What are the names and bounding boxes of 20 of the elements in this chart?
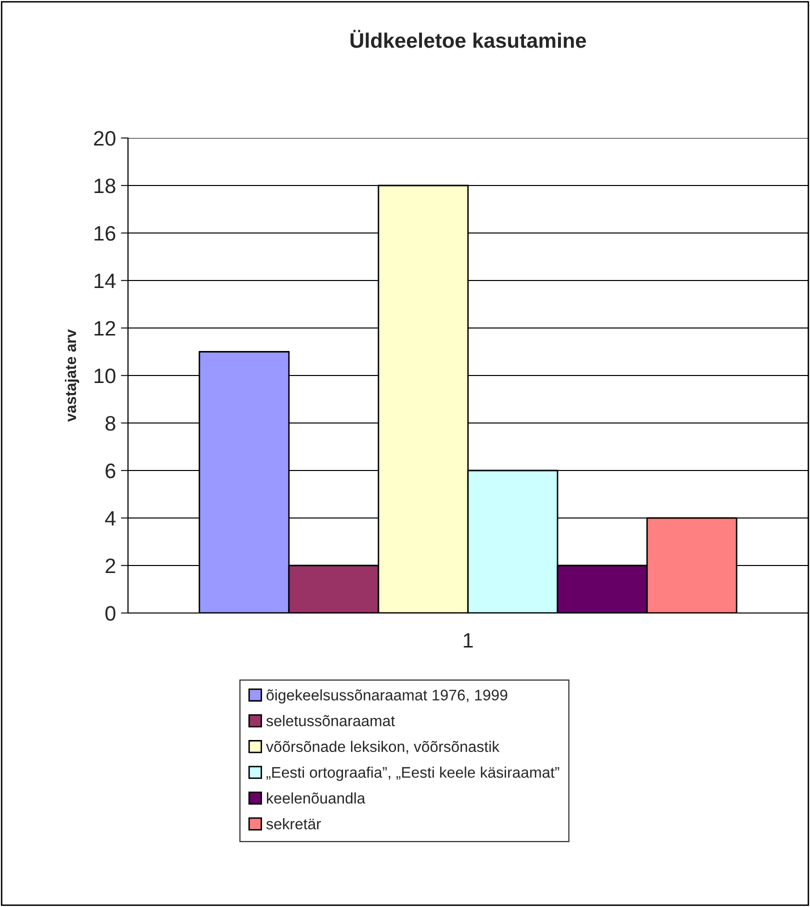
y-tick-label: 10	[94, 368, 116, 384]
chart-title: Üldkeeletoe kasutamine	[350, 30, 586, 48]
y-axis-title: vastajate arv	[64, 329, 80, 422]
legend-label: keelenõuandla	[266, 792, 366, 804]
y-tick-label: 8	[106, 416, 116, 431]
y-tick-label: 18	[94, 178, 116, 194]
y-tick-label: 20	[94, 131, 116, 146]
y-tick-label: 12	[94, 321, 116, 336]
legend-label: õigekeelsussõnaraamat 1976, 1999	[266, 689, 508, 704]
y-tick-label: 2	[106, 558, 116, 574]
x-tick-label: 1	[464, 633, 473, 648]
y-tick-label: 6	[106, 464, 116, 478]
y-tick-label: 14	[94, 274, 116, 288]
legend-label: „Eesti ortograafia”, „Eesti keele käsiraamat”	[266, 766, 560, 781]
legend-label: sekretär	[266, 818, 321, 830]
legend-label: võõrsõnade leksikon, võõrsõnastik	[266, 740, 500, 754]
y-tick-label: 4	[105, 511, 116, 526]
legend-label: seletussõnaraamat	[266, 715, 395, 726]
y-tick-label: 0	[105, 606, 116, 621]
y-tick-label: 16	[94, 226, 116, 241]
